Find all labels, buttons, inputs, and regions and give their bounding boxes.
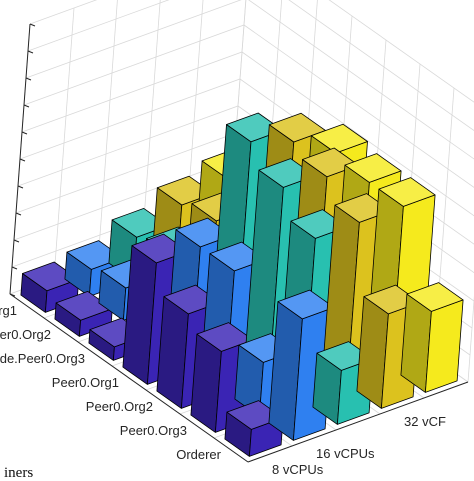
row-tick-label: 0.Org1 bbox=[0, 303, 17, 318]
bar-top bbox=[55, 290, 113, 321]
bar-group bbox=[20, 112, 464, 457]
axis-labels: Orderer Peer0.Org3 Peer0.Org2 Peer0.Org1 ode… bbox=[0, 303, 446, 477]
bar-top bbox=[22, 261, 80, 292]
grid-line bbox=[27, 0, 474, 132]
grid-line bbox=[467, 295, 474, 383]
col-tick-label: 16 vCPUs bbox=[316, 446, 375, 461]
grid-line bbox=[53, 7, 75, 279]
z-tick bbox=[19, 158, 26, 162]
z-tick bbox=[21, 131, 28, 135]
bar-top bbox=[310, 123, 368, 154]
z-tick bbox=[27, 50, 34, 54]
cropped-legend-text: iners bbox=[4, 465, 33, 481]
bar-top bbox=[378, 177, 436, 207]
col-axis-line bbox=[247, 381, 469, 463]
row-tick-label: ode.Peer0.Org3 bbox=[0, 351, 85, 366]
grid-line bbox=[25, 0, 474, 160]
grid-line bbox=[141, 0, 161, 247]
row-axis-line bbox=[9, 293, 249, 463]
row-tick-label: Orderer bbox=[176, 447, 221, 462]
z-tick bbox=[17, 185, 24, 189]
z-tick bbox=[11, 266, 18, 270]
bar-front bbox=[424, 299, 464, 393]
col-tick-label: 32 vCF bbox=[404, 414, 446, 429]
bar bbox=[54, 290, 113, 337]
z-tick bbox=[13, 239, 20, 243]
z-tick bbox=[15, 212, 22, 216]
grid-line bbox=[97, 0, 118, 263]
z-tick bbox=[23, 104, 30, 108]
row-tick-label: eer0.Org2 bbox=[0, 327, 51, 342]
bar bbox=[400, 282, 464, 393]
row-tick-label: Peer0.Org2 bbox=[86, 399, 153, 414]
bar-top bbox=[344, 153, 402, 183]
grid-line bbox=[29, 0, 474, 103]
col-tick-label: 8 vCPUs bbox=[272, 462, 324, 477]
bar-top bbox=[277, 289, 335, 320]
bar bbox=[20, 261, 80, 313]
row-tick-label: Peer0.Org1 bbox=[52, 375, 119, 390]
row-tick-label: Peer0.Org3 bbox=[120, 423, 187, 438]
z-tick bbox=[25, 77, 32, 81]
bar-top bbox=[406, 282, 464, 312]
z-tick bbox=[29, 23, 36, 27]
